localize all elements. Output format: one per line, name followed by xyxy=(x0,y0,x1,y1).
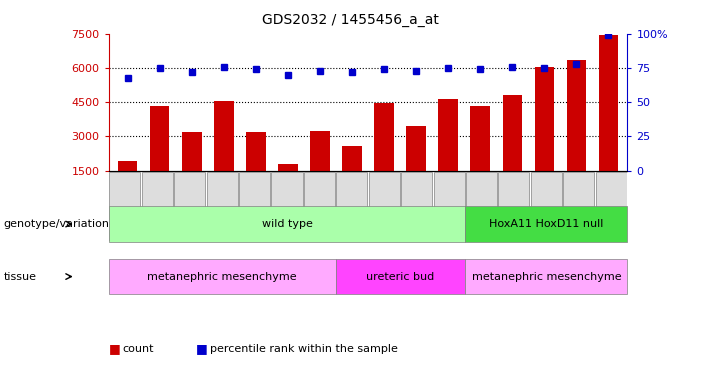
Text: count: count xyxy=(123,344,154,354)
Bar xyxy=(401,172,433,240)
Text: metanephric mesenchyme: metanephric mesenchyme xyxy=(147,272,297,282)
Text: tissue: tissue xyxy=(4,272,36,282)
Bar xyxy=(342,146,362,171)
Text: wild type: wild type xyxy=(261,219,313,229)
Bar xyxy=(535,67,554,171)
Bar xyxy=(374,104,394,171)
Bar xyxy=(109,172,140,240)
Bar xyxy=(470,106,490,171)
Text: percentile rank within the sample: percentile rank within the sample xyxy=(210,344,398,354)
Bar xyxy=(182,132,201,171)
Bar xyxy=(311,131,329,171)
Bar xyxy=(239,172,270,240)
Bar xyxy=(563,172,594,240)
Bar xyxy=(174,172,205,240)
Text: ■: ■ xyxy=(109,342,121,355)
Bar xyxy=(433,172,465,240)
Bar xyxy=(438,99,458,171)
Bar xyxy=(407,126,426,171)
Bar xyxy=(246,132,266,171)
Bar xyxy=(142,172,173,240)
Bar xyxy=(336,172,367,240)
Bar xyxy=(369,172,400,240)
Bar xyxy=(466,172,497,240)
Text: HoxA11 HoxD11 null: HoxA11 HoxD11 null xyxy=(489,219,604,229)
Text: ureteric bud: ureteric bud xyxy=(367,272,435,282)
Bar xyxy=(150,106,170,171)
Bar xyxy=(207,172,238,240)
Text: metanephric mesenchyme: metanephric mesenchyme xyxy=(472,272,621,282)
Bar xyxy=(596,172,627,240)
Bar xyxy=(566,60,586,171)
Bar xyxy=(118,162,137,171)
Bar xyxy=(215,101,233,171)
Bar xyxy=(271,172,303,240)
Bar xyxy=(498,172,529,240)
Bar xyxy=(278,164,298,171)
Bar xyxy=(503,95,522,171)
Bar xyxy=(599,35,618,171)
Bar xyxy=(304,172,335,240)
Bar xyxy=(531,172,562,240)
Text: GDS2032 / 1455456_a_at: GDS2032 / 1455456_a_at xyxy=(262,13,439,27)
Text: ■: ■ xyxy=(196,342,208,355)
Text: genotype/variation: genotype/variation xyxy=(4,219,109,229)
